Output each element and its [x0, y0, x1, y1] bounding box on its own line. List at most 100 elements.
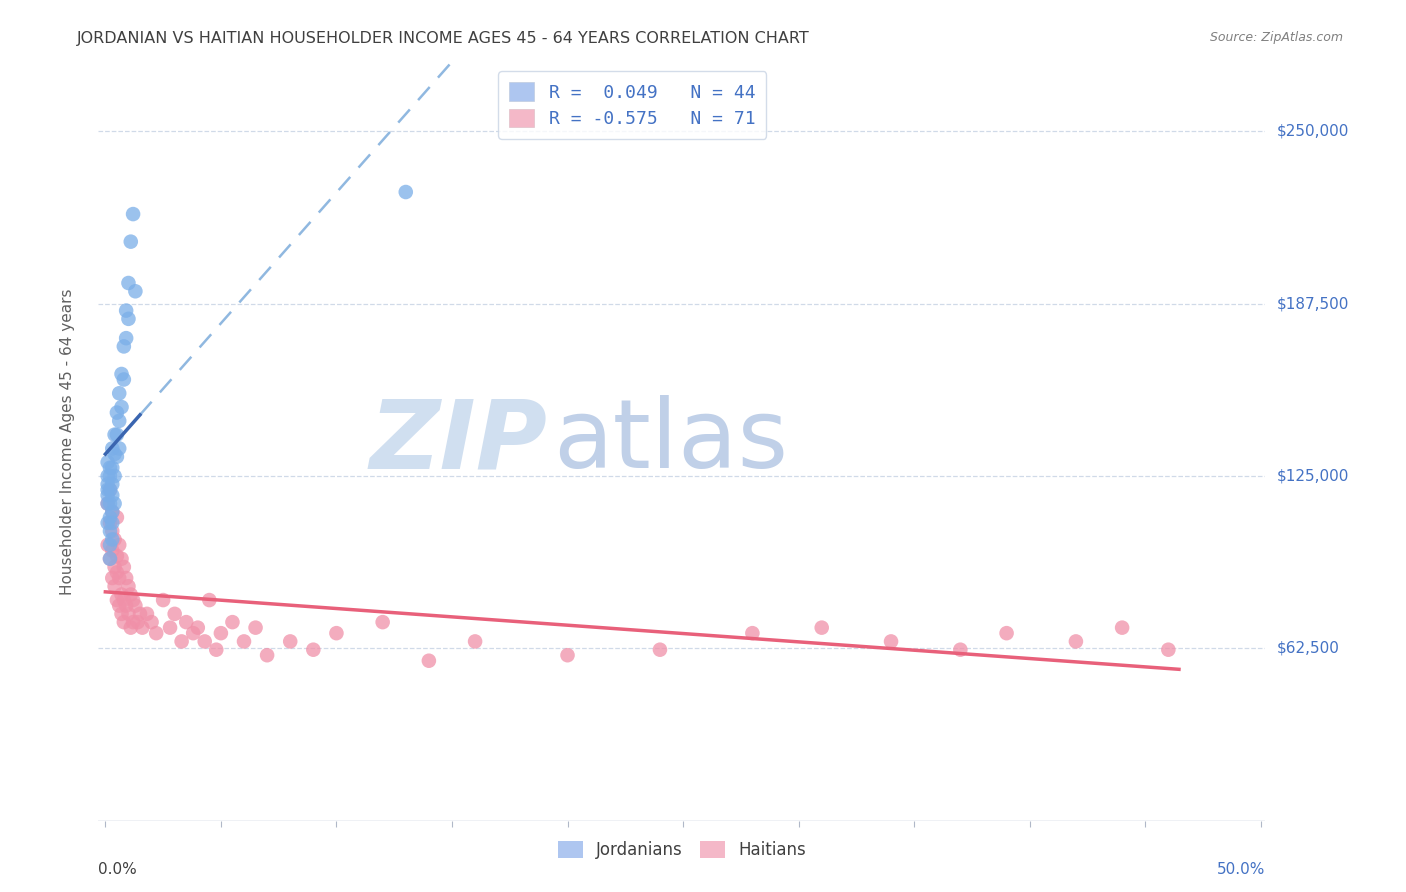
Point: [101, 524, 124, 538]
Point: [995, 626, 1018, 640]
Point: [395, 185, 418, 199]
Point: [648, 642, 671, 657]
Point: [115, 599, 138, 613]
Text: $187,500: $187,500: [1277, 296, 1348, 311]
Point: [110, 588, 132, 602]
Point: [98, 483, 121, 497]
Point: [371, 615, 394, 629]
Point: [97, 488, 120, 502]
Point: [120, 588, 142, 602]
Point: [145, 626, 167, 640]
Text: $62,500: $62,500: [1277, 640, 1340, 656]
Point: [98, 516, 121, 530]
Point: [105, 427, 128, 442]
Point: [181, 626, 204, 640]
Point: [136, 607, 159, 621]
Point: [278, 634, 301, 648]
Point: [110, 400, 132, 414]
Point: [101, 460, 124, 475]
Point: [98, 551, 121, 566]
Point: [741, 626, 763, 640]
Point: [101, 505, 124, 519]
Point: [464, 634, 486, 648]
Point: [105, 549, 128, 563]
Point: [256, 648, 278, 663]
Point: [97, 497, 120, 511]
Text: JORDANIAN VS HAITIAN HOUSEHOLDER INCOME AGES 45 - 64 YEARS CORRELATION CHART: JORDANIAN VS HAITIAN HOUSEHOLDER INCOME …: [77, 31, 810, 46]
Point: [127, 615, 149, 629]
Point: [112, 339, 135, 353]
Point: [120, 235, 142, 249]
Point: [1111, 621, 1133, 635]
Point: [170, 634, 193, 648]
Text: 0.0%: 0.0%: [98, 863, 138, 878]
Point: [104, 469, 127, 483]
Point: [110, 607, 132, 621]
Legend: Jordanians, Haitians: Jordanians, Haitians: [551, 834, 813, 865]
Point: [880, 634, 903, 648]
Point: [101, 442, 124, 456]
Point: [105, 406, 128, 420]
Point: [131, 621, 153, 635]
Point: [221, 615, 243, 629]
Point: [98, 497, 121, 511]
Point: [112, 560, 135, 574]
Point: [163, 607, 186, 621]
Point: [810, 621, 832, 635]
Point: [209, 626, 232, 640]
Point: [205, 642, 228, 657]
Point: [104, 427, 127, 442]
Point: [105, 450, 128, 464]
Y-axis label: Householder Income Ages 45 - 64 years: Householder Income Ages 45 - 64 years: [60, 288, 75, 595]
Point: [1157, 642, 1180, 657]
Point: [104, 560, 127, 574]
Point: [101, 488, 124, 502]
Point: [98, 524, 121, 538]
Point: [949, 642, 972, 657]
Point: [98, 510, 121, 524]
Point: [187, 621, 209, 635]
Point: [112, 593, 135, 607]
Point: [112, 372, 135, 386]
Point: [152, 593, 174, 607]
Point: [97, 455, 120, 469]
Point: [108, 571, 131, 585]
Point: [117, 579, 139, 593]
Point: [198, 593, 221, 607]
Point: [115, 331, 138, 345]
Point: [108, 442, 131, 456]
Point: [129, 607, 152, 621]
Point: [105, 593, 128, 607]
Point: [557, 648, 579, 663]
Point: [97, 483, 120, 497]
Point: [98, 551, 121, 566]
Point: [159, 621, 181, 635]
Text: $250,000: $250,000: [1277, 124, 1348, 139]
Point: [104, 533, 127, 547]
Point: [97, 469, 120, 483]
Point: [174, 615, 197, 629]
Point: [108, 599, 131, 613]
Point: [98, 538, 121, 552]
Point: [418, 654, 440, 668]
Point: [97, 497, 120, 511]
Point: [115, 303, 138, 318]
Point: [101, 571, 124, 585]
Point: [115, 571, 138, 585]
Point: [122, 615, 145, 629]
Point: [117, 276, 139, 290]
Point: [302, 642, 325, 657]
Point: [101, 543, 124, 558]
Point: [98, 469, 121, 483]
Text: ZIP: ZIP: [370, 395, 548, 488]
Point: [110, 551, 132, 566]
Point: [98, 460, 121, 475]
Point: [101, 533, 124, 547]
Point: [104, 447, 127, 461]
Point: [117, 607, 139, 621]
Point: [105, 566, 128, 580]
Point: [110, 367, 132, 381]
Point: [194, 634, 217, 648]
Point: [112, 615, 135, 629]
Text: 50.0%: 50.0%: [1218, 863, 1265, 878]
